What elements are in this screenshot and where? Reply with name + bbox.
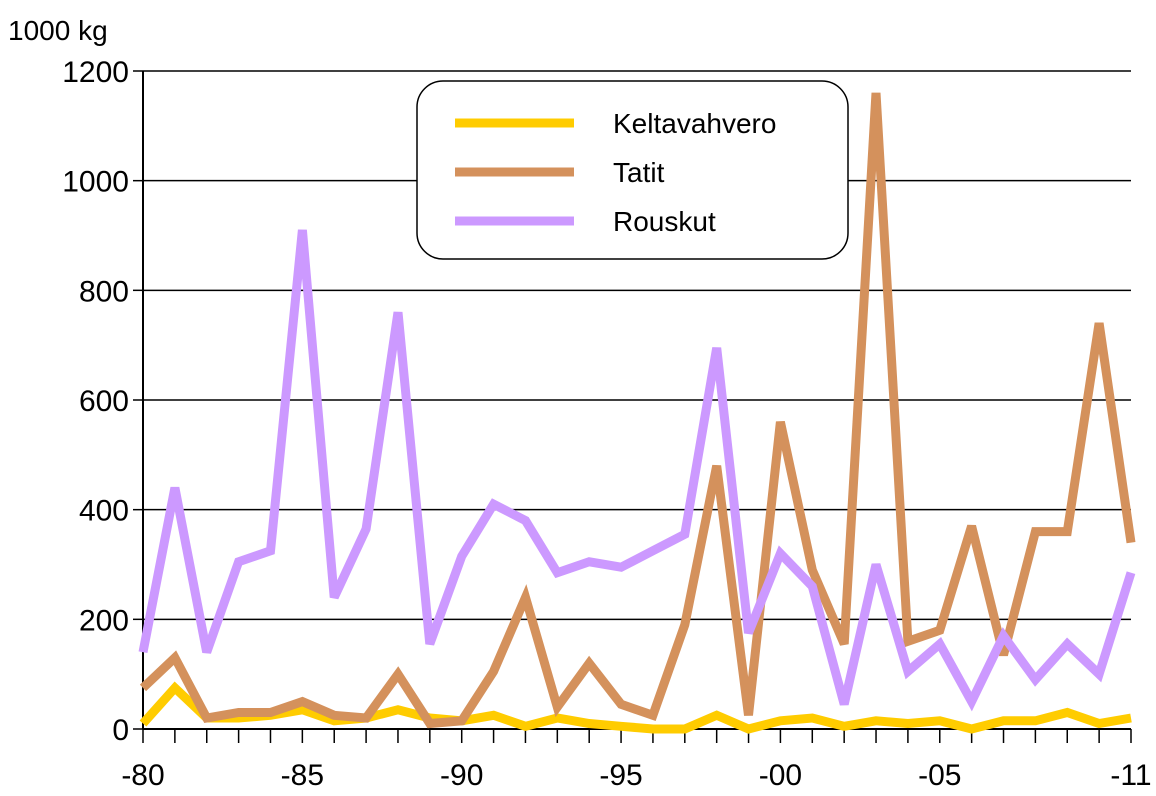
y-tick-label: 0: [112, 714, 129, 747]
x-tick-label: -00: [759, 759, 802, 792]
legend-label-rouskut: Rouskut: [613, 206, 716, 237]
x-tick-label: -11: [1110, 759, 1151, 792]
y-tick-label: 800: [79, 275, 129, 308]
series-line-keltavahvero: [139, 681, 1132, 734]
legend: Keltavahvero Tatit Rouskut: [416, 80, 849, 260]
x-tick-label: -90: [440, 759, 483, 792]
y-tick-label: 1000: [62, 166, 129, 199]
y-tick-label: 1200: [62, 56, 129, 89]
y-tick-label: 200: [79, 604, 129, 637]
series-line-rouskut: [138, 229, 1136, 712]
y-tick-label: 600: [79, 385, 129, 418]
legend-label-tatit: Tatit: [613, 157, 665, 188]
x-tick-label: -95: [599, 759, 642, 792]
series-line-tatit: [139, 92, 1136, 729]
y-tick-label: 400: [79, 495, 129, 528]
y-axis-unit-label: 1000 kg: [8, 15, 108, 46]
x-tick-label: -05: [918, 759, 961, 792]
x-tick-label: -85: [281, 759, 324, 792]
x-tick-label: -80: [121, 759, 164, 792]
axes: 0 200 400 600 800 1000 1200 -80 -85 -90 -95 -00 -05 -…: [62, 56, 1151, 792]
legend-label-keltavahvero: Keltavahvero: [613, 108, 776, 139]
series-lines: [138, 92, 1136, 734]
